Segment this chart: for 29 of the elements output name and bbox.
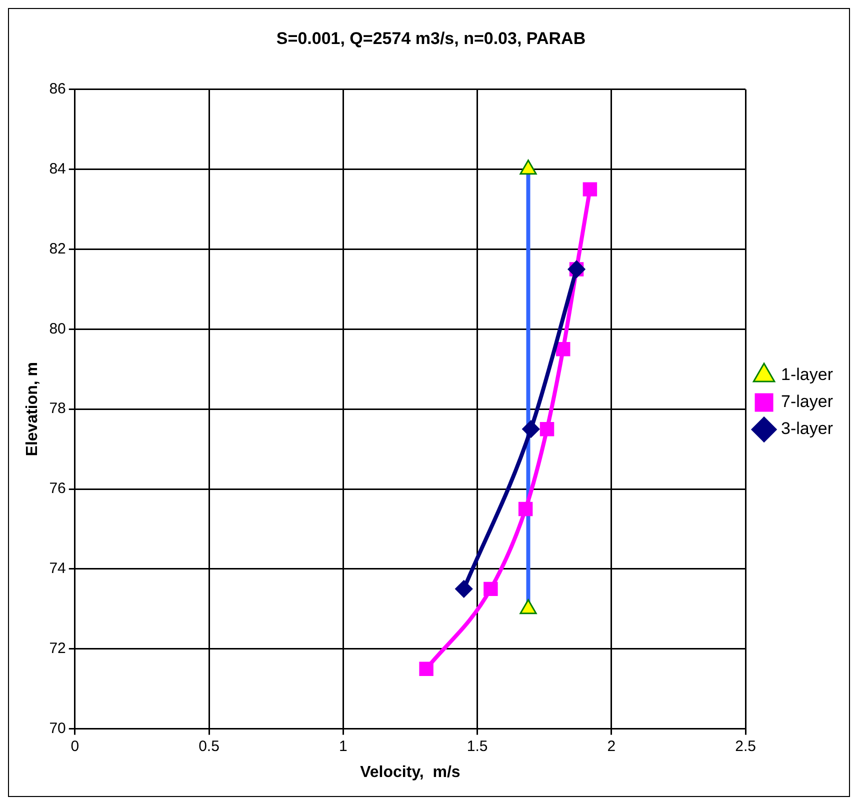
y-tick-label: 82 bbox=[49, 240, 66, 258]
x-tick-label: 1 bbox=[338, 738, 348, 755]
point bbox=[582, 182, 598, 196]
legend-label: 1-layer bbox=[781, 365, 834, 384]
legend-label: 7-layer bbox=[781, 392, 834, 412]
y-tick-label: 78 bbox=[49, 400, 66, 418]
x-tick-label: 0.5 bbox=[198, 738, 220, 755]
chart-title: S=0.001, Q=2574 m3/s, n=0.03, PARAB bbox=[276, 28, 586, 48]
point bbox=[455, 580, 473, 598]
y-tick-label: 72 bbox=[49, 640, 66, 658]
y-tick-label: 84 bbox=[49, 160, 66, 178]
point bbox=[518, 502, 533, 516]
x-tick-label: 2 bbox=[607, 738, 616, 755]
x-axis-title: Velocity, m/s bbox=[360, 764, 460, 781]
point bbox=[556, 342, 570, 356]
y-tick-label: 70 bbox=[49, 720, 66, 737]
x-tick-label: 0 bbox=[70, 738, 80, 755]
y-tick-label: 80 bbox=[49, 320, 66, 338]
point bbox=[522, 420, 540, 438]
x-tick-label: 2.5 bbox=[735, 738, 756, 755]
x-tick-label: 1.5 bbox=[466, 738, 488, 755]
y-tick-label: 74 bbox=[49, 560, 66, 578]
point bbox=[540, 422, 554, 436]
point bbox=[419, 662, 434, 676]
point bbox=[484, 582, 498, 596]
legend-label: 3-layer bbox=[781, 419, 834, 438]
y-tick-label: 86 bbox=[49, 80, 66, 98]
y-tick-label: 76 bbox=[49, 480, 66, 498]
y-axis-title: Elevation, m bbox=[24, 362, 42, 456]
